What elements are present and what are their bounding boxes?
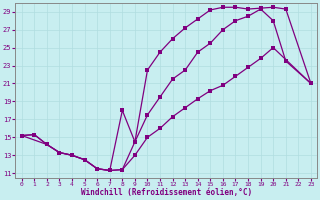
- X-axis label: Windchill (Refroidissement éolien,°C): Windchill (Refroidissement éolien,°C): [81, 188, 252, 197]
